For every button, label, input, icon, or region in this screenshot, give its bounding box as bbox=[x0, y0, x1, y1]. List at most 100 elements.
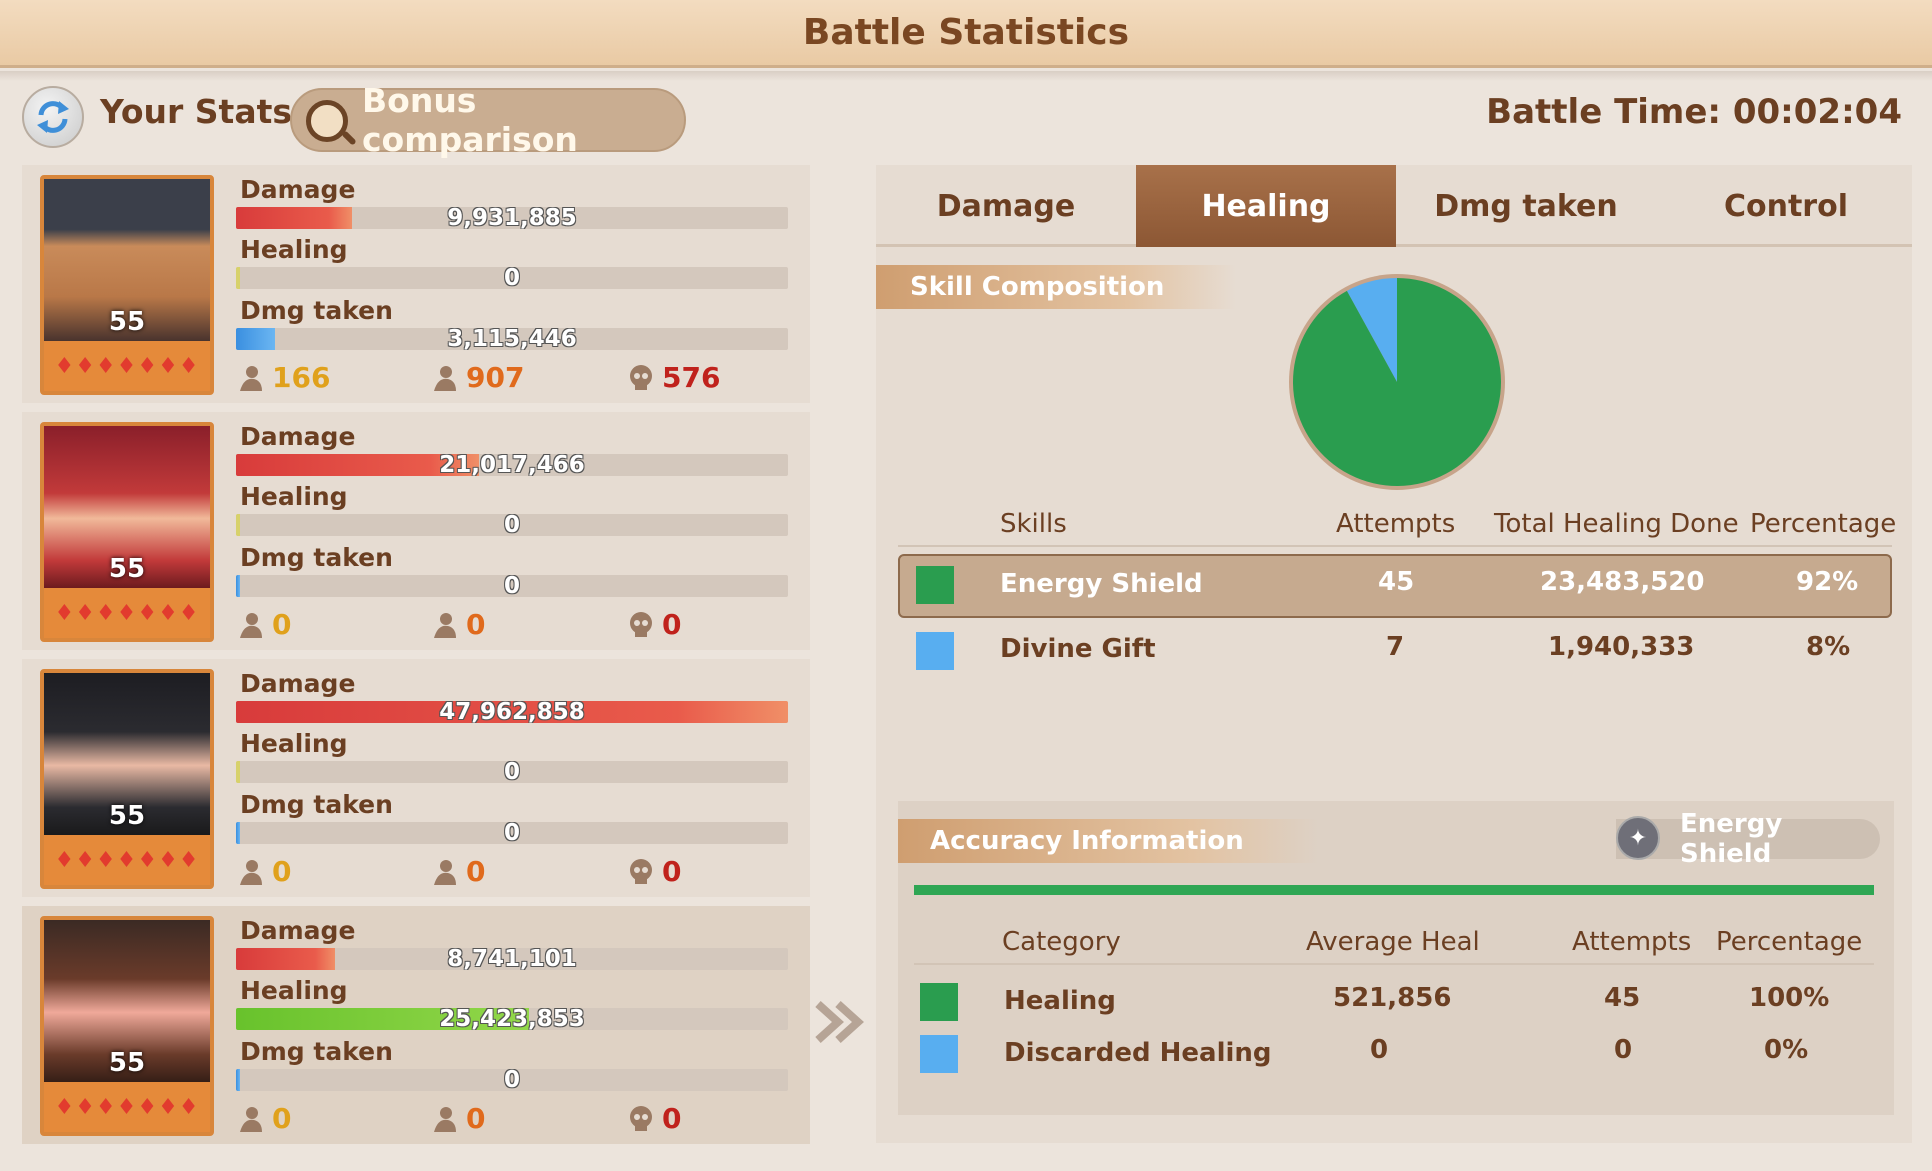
hero-avatar bbox=[44, 179, 210, 347]
hero-card[interactable]: 55 ♦♦♦♦♦♦♦ Damage 47,962,858 Healing 0 D… bbox=[22, 659, 810, 897]
tab-control[interactable]: Control bbox=[1723, 188, 1848, 224]
accuracy-panel: Accuracy Information ✦ Energy Shield Cat… bbox=[898, 801, 1894, 1115]
pie-slice-divine-gift bbox=[1346, 278, 1397, 382]
hero-level: 55 bbox=[108, 801, 146, 831]
healing-label: Healing bbox=[240, 235, 348, 264]
swap-view-button[interactable] bbox=[22, 86, 84, 148]
count-value: 0 bbox=[272, 855, 292, 888]
skill-total: 23,483,520 bbox=[1540, 567, 1705, 597]
healing-bar-fill bbox=[236, 514, 240, 536]
col-acc-attempts: Attempts bbox=[1572, 927, 1692, 957]
damage-label: Damage bbox=[240, 669, 356, 698]
damage-bar-fill bbox=[236, 701, 788, 723]
skill-total: 1,940,333 bbox=[1548, 632, 1695, 662]
healing-swatch bbox=[920, 983, 958, 1021]
magnifier-icon bbox=[306, 100, 348, 142]
dmg-taken-bar: 0 bbox=[236, 575, 788, 597]
healing-label: Healing bbox=[240, 482, 348, 511]
damage-bar: 8,741,101 bbox=[236, 948, 788, 970]
accuracy-title: Accuracy Information bbox=[930, 826, 1244, 856]
damage-value: 21,017,466 bbox=[439, 454, 585, 476]
dmg-taken-label: Dmg taken bbox=[240, 1037, 393, 1066]
damage-label: Damage bbox=[240, 175, 356, 204]
selected-row-highlight[interactable] bbox=[898, 554, 1892, 618]
dmg-taken-bar: 3,115,446 bbox=[236, 328, 788, 350]
severe-wounded-icon bbox=[430, 857, 460, 887]
table-divider bbox=[898, 545, 1892, 547]
col-percentage: Percentage bbox=[1750, 509, 1897, 539]
skull-icon bbox=[626, 857, 656, 887]
severe-wound-count: 907 bbox=[430, 361, 524, 394]
count-value: 0 bbox=[662, 855, 682, 888]
hero-card[interactable]: 55 ♦♦♦♦♦♦♦ Damage 8,741,101 Healing 25,4… bbox=[22, 906, 810, 1144]
hero-avatar bbox=[44, 673, 210, 841]
col-skills: Skills bbox=[1000, 509, 1067, 539]
hero-portrait[interactable]: 55 ♦♦♦♦♦♦♦ bbox=[40, 422, 214, 642]
acc-category: Healing bbox=[1004, 986, 1116, 1016]
acc-average: 0 bbox=[1370, 1035, 1389, 1065]
severe-wound-count: 0 bbox=[430, 855, 485, 888]
acc-attempts: 45 bbox=[1604, 983, 1641, 1013]
energy-shield-swatch bbox=[916, 566, 954, 604]
col-acc-percentage: Percentage bbox=[1716, 927, 1863, 957]
healing-value: 0 bbox=[503, 761, 520, 783]
count-value: 0 bbox=[466, 855, 486, 888]
hero-stars: ♦♦♦♦♦♦♦ bbox=[44, 835, 210, 885]
healing-value: 0 bbox=[503, 514, 520, 536]
count-value: 0 bbox=[662, 608, 682, 641]
bonus-comparison-button[interactable]: Bonus comparison bbox=[290, 81, 686, 159]
acc-divider bbox=[914, 963, 1874, 965]
healing-bar-fill bbox=[236, 267, 240, 289]
dmg-taken-value: 0 bbox=[503, 575, 520, 597]
accuracy-skill-selector[interactable]: ✦ Energy Shield bbox=[1616, 809, 1880, 869]
divine-gift-swatch bbox=[916, 632, 954, 670]
tab-healing[interactable]: Healing bbox=[1136, 165, 1396, 247]
healing-bar-fill bbox=[236, 761, 240, 783]
dead-count: 0 bbox=[626, 855, 681, 888]
dmg-taken-label: Dmg taken bbox=[240, 790, 393, 819]
count-value: 576 bbox=[662, 361, 721, 394]
skill-composition-title: Skill Composition bbox=[910, 272, 1165, 302]
bonus-comparison-label: Bonus comparison bbox=[362, 81, 578, 159]
dead-count: 576 bbox=[626, 361, 720, 394]
healing-value: 25,423,853 bbox=[439, 1008, 585, 1030]
damage-bar: 47,962,858 bbox=[236, 701, 788, 723]
acc-category: Discarded Healing bbox=[1004, 1038, 1272, 1068]
tab-damage[interactable]: Damage bbox=[936, 188, 1076, 224]
wounded-icon bbox=[236, 1104, 266, 1134]
battle-time: Battle Time: 00:02:04 bbox=[1486, 92, 1902, 132]
light-wound-count: 0 bbox=[236, 1102, 291, 1135]
healing-bar: 0 bbox=[236, 514, 788, 536]
stats-panel: Damage Healing Dmg taken Control Skill C… bbox=[876, 165, 1912, 1143]
light-wound-count: 0 bbox=[236, 608, 291, 641]
healing-value: 0 bbox=[503, 267, 520, 289]
healing-label: Healing bbox=[240, 976, 348, 1005]
count-value: 166 bbox=[272, 361, 331, 394]
discarded-healing-swatch bbox=[920, 1035, 958, 1073]
hero-portrait[interactable]: 55 ♦♦♦♦♦♦♦ bbox=[40, 175, 214, 395]
dead-count: 0 bbox=[626, 1102, 681, 1135]
wounded-icon bbox=[236, 363, 266, 393]
healing-bar: 0 bbox=[236, 267, 788, 289]
skill-name[interactable]: Divine Gift bbox=[1000, 634, 1156, 664]
hero-card[interactable]: 55 ♦♦♦♦♦♦♦ Damage 9,931,885 Healing 0 Dm… bbox=[22, 165, 810, 403]
tab-dmg-taken[interactable]: Dmg taken bbox=[1434, 188, 1618, 224]
count-value: 0 bbox=[466, 608, 486, 641]
skill-attempts: 45 bbox=[1378, 567, 1415, 597]
hero-portrait[interactable]: 55 ♦♦♦♦♦♦♦ bbox=[40, 669, 214, 889]
dmg-taken-label: Dmg taken bbox=[240, 543, 393, 572]
next-arrow-icon[interactable] bbox=[812, 996, 872, 1048]
col-total-healing: Total Healing Done bbox=[1494, 509, 1739, 539]
damage-bar-fill bbox=[236, 207, 352, 229]
swap-arrows-icon bbox=[37, 101, 69, 133]
hero-card[interactable]: 55 ♦♦♦♦♦♦♦ Damage 21,017,466 Healing 0 D… bbox=[22, 412, 810, 650]
skill-name[interactable]: Energy Shield bbox=[1000, 569, 1203, 599]
damage-bar-fill bbox=[236, 948, 336, 970]
hero-portrait[interactable]: 55 ♦♦♦♦♦♦♦ bbox=[40, 916, 214, 1136]
your-stats-label: Your Stats bbox=[100, 92, 293, 131]
skull-icon bbox=[626, 610, 656, 640]
dmg-taken-bar: 0 bbox=[236, 822, 788, 844]
damage-bar-fill bbox=[236, 454, 479, 476]
acc-attempts: 0 bbox=[1614, 1035, 1633, 1065]
dmg-taken-bar-fill bbox=[236, 575, 240, 597]
